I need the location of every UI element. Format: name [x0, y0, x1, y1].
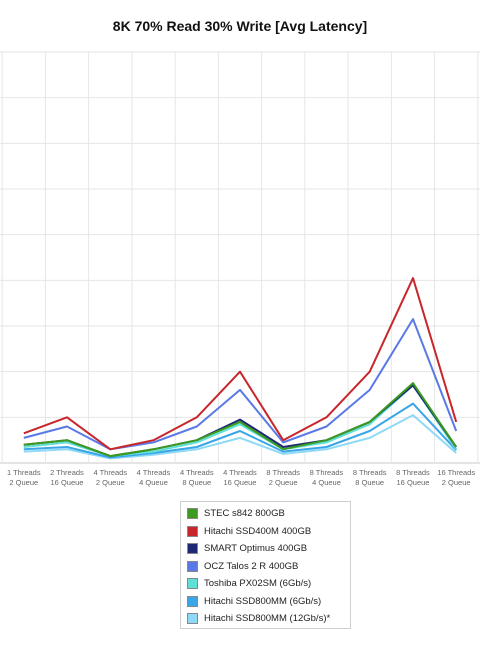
- series-line-6: [23, 402, 457, 459]
- x-tick-label: 8 Queue: [355, 478, 384, 487]
- x-tick-label: 8 Threads: [266, 468, 300, 477]
- legend-swatch: [187, 595, 198, 607]
- legend-label: Hitachi SSD800MM (12Gb/s)*: [204, 613, 331, 625]
- x-tick-label: 4 Threads: [93, 468, 127, 477]
- legend-item: Hitachi SSD400M 400GB: [187, 523, 350, 541]
- series-line-4: [23, 318, 458, 451]
- x-tick-label: 4 Queue: [312, 478, 341, 487]
- series-line-7: [23, 414, 457, 460]
- legend-swatch: [187, 613, 198, 625]
- x-tick-label: 4 Threads: [137, 468, 171, 477]
- legend-label: Hitachi SSD800MM (6Gb/s): [204, 595, 322, 607]
- x-tick-label: 4 Queue: [139, 478, 168, 487]
- legend-item: Toshiba PX02SM (6Gb/s): [187, 575, 350, 593]
- grid-layer: [0, 51, 480, 464]
- legend: STEC s842 800GB Hitachi SSD400M 400GB SMAR…: [180, 501, 351, 629]
- x-tick-label: 16 Queue: [397, 478, 430, 487]
- legend-label: OCZ Talos 2 R 400GB: [204, 560, 299, 572]
- x-tick-label: 8 Queue: [182, 478, 211, 487]
- x-tick-label: 16 Queue: [51, 478, 84, 487]
- x-tick-label: 2 Queue: [269, 478, 298, 487]
- legend-label: Hitachi SSD400M 400GB: [204, 525, 312, 537]
- legend-label: STEC s842 800GB: [204, 508, 285, 520]
- legend-swatch: [187, 525, 198, 537]
- legend-label: Toshiba PX02SM (6Gb/s): [204, 578, 312, 590]
- x-tick-label: 8 Threads: [310, 468, 344, 477]
- x-tick-label: 4 Threads: [180, 468, 214, 477]
- x-tick-label: 4 Threads: [223, 468, 257, 477]
- x-tick-label: 2 Queue: [96, 478, 125, 487]
- legend-item: Hitachi SSD800MM (6Gb/s): [187, 593, 350, 611]
- chart-title: 8K 70% Read 30% Write [Avg Latency]: [112, 18, 368, 34]
- legend-swatch: [187, 508, 198, 520]
- legend-label: SMART Optimus 400GB: [204, 543, 308, 555]
- x-tick-label: 8 Threads: [396, 468, 430, 477]
- x-tick-label: 16 Threads: [437, 468, 475, 477]
- x-tick-label: 2 Threads: [50, 468, 84, 477]
- x-tick-label: 8 Threads: [353, 468, 387, 477]
- series-line-1: [23, 382, 458, 458]
- series-layer: [23, 277, 458, 460]
- x-tick-label: 2 Queue: [9, 478, 38, 487]
- legend-item: STEC s842 800GB: [187, 505, 350, 523]
- legend-item: OCZ Talos 2 R 400GB: [187, 558, 350, 576]
- legend-swatch: [187, 560, 198, 572]
- x-tick-label: 16 Queue: [224, 478, 257, 487]
- x-tick-label: 2 Queue: [442, 478, 471, 487]
- legend-item: SMART Optimus 400GB: [187, 540, 350, 558]
- series-line-2: [23, 277, 458, 451]
- legend-item: Hitachi SSD800MM (12Gb/s)*: [187, 610, 350, 628]
- x-tick-label: 1 Threads: [7, 468, 41, 477]
- legend-swatch: [187, 543, 198, 555]
- legend-swatch: [187, 578, 198, 590]
